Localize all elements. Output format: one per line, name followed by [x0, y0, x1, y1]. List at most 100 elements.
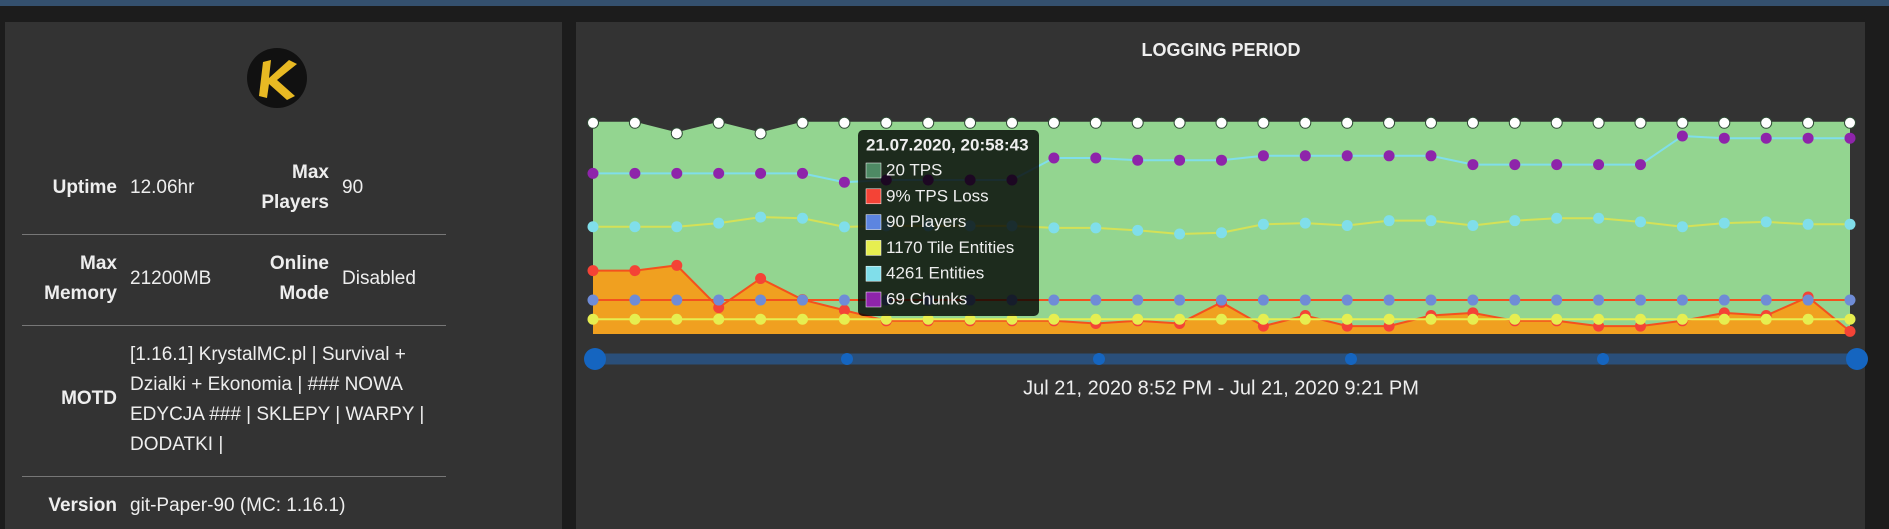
- point: [1341, 116, 1354, 129]
- point: [754, 127, 767, 140]
- point: [713, 313, 725, 325]
- point: [1844, 218, 1856, 230]
- point: [1174, 228, 1186, 240]
- point: [1132, 154, 1144, 166]
- point: [1802, 313, 1814, 325]
- tooltip-swatch: [865, 214, 882, 230]
- point: [671, 221, 683, 233]
- value: 21200MB: [130, 268, 212, 289]
- point: [1634, 116, 1647, 129]
- point: [1257, 116, 1270, 129]
- point: [587, 313, 599, 325]
- point: [1089, 116, 1102, 129]
- point: [1467, 220, 1479, 232]
- point: [587, 116, 599, 129]
- point: [755, 313, 767, 325]
- point: [1425, 116, 1437, 129]
- point: [1341, 150, 1353, 162]
- point: [1760, 294, 1772, 306]
- point: [1299, 116, 1312, 129]
- tooltip-item: 69 Chunks: [886, 289, 967, 308]
- point: [1383, 116, 1396, 129]
- point: [1174, 294, 1186, 306]
- point: [1173, 116, 1186, 129]
- point: [1718, 132, 1730, 144]
- label: Version: [48, 495, 117, 516]
- point: [629, 221, 641, 233]
- point: [797, 167, 808, 179]
- point: [1047, 116, 1060, 129]
- point: [1216, 294, 1227, 306]
- point: [1216, 227, 1227, 239]
- tooltip-swatch: [865, 162, 882, 179]
- point: [1132, 224, 1144, 236]
- range-handle[interactable]: [1846, 348, 1868, 370]
- point: [1593, 313, 1605, 325]
- tooltip-item: 1170 Tile Entities: [886, 238, 1014, 257]
- point: [1718, 313, 1730, 325]
- point: [1341, 220, 1353, 232]
- label: Uptime: [52, 177, 117, 198]
- point: [1509, 159, 1521, 171]
- point: [1593, 294, 1605, 306]
- point: [1341, 313, 1353, 325]
- point: [713, 302, 725, 314]
- tooltip-swatch: [865, 291, 882, 308]
- point: [1383, 150, 1395, 162]
- point: [797, 313, 808, 325]
- point: [1760, 116, 1773, 129]
- server-panel: Uptime 12.06hr Max Players 90 Max Memory…: [5, 22, 562, 529]
- tooltip-item: 9% TPS Loss: [886, 186, 989, 205]
- point: [1048, 294, 1060, 306]
- tooltip-title: 21.07.2020, 20:58:43: [866, 135, 1029, 154]
- point: [713, 167, 725, 179]
- point: [1383, 294, 1395, 306]
- point: [629, 167, 641, 179]
- point: [670, 127, 683, 140]
- range-handle[interactable]: [584, 348, 606, 370]
- point: [1509, 313, 1521, 325]
- point: [1802, 294, 1814, 306]
- point: [1467, 159, 1479, 171]
- range-slider[interactable]: [584, 348, 1868, 370]
- point: [1593, 159, 1605, 171]
- point: [1635, 159, 1646, 171]
- point: [964, 116, 977, 129]
- point: [671, 167, 683, 179]
- point: [1551, 159, 1563, 171]
- point: [1090, 313, 1102, 325]
- point: [1425, 150, 1437, 162]
- point: [1718, 294, 1730, 306]
- point: [713, 217, 725, 229]
- point: [1257, 218, 1269, 230]
- point: [1132, 313, 1144, 325]
- value: git-Paper-90 (MC: 1.16.1): [130, 495, 346, 516]
- tooltip: 21.07.2020, 20:58:43 20 TPS 9% TPS Loss 90…: [858, 130, 1039, 316]
- label: MOTD: [61, 388, 117, 409]
- point: [629, 313, 641, 325]
- point: [1257, 150, 1269, 162]
- point: [1676, 116, 1689, 129]
- point: [838, 313, 850, 325]
- point: [1550, 116, 1563, 129]
- point: [1467, 294, 1479, 306]
- point: [1048, 222, 1060, 234]
- point: [629, 265, 641, 277]
- point: [1466, 116, 1479, 129]
- point: [1593, 212, 1605, 224]
- separator: [22, 476, 446, 477]
- point: [797, 212, 808, 224]
- value: [1.16.1] KrystalMC.pl | Survival + Dzial…: [130, 344, 425, 455]
- point: [1425, 294, 1437, 306]
- point: [1635, 313, 1646, 325]
- label: Max Players: [261, 162, 329, 213]
- point: [755, 211, 767, 223]
- point: [1174, 154, 1186, 166]
- label: Max Memory: [44, 253, 117, 304]
- range-label: Jul 21, 2020 8:52 PM - Jul 21, 2020 9:21…: [1023, 377, 1419, 399]
- point: [1760, 216, 1772, 228]
- point: [880, 313, 892, 325]
- point: [1215, 116, 1228, 129]
- point: [838, 294, 850, 306]
